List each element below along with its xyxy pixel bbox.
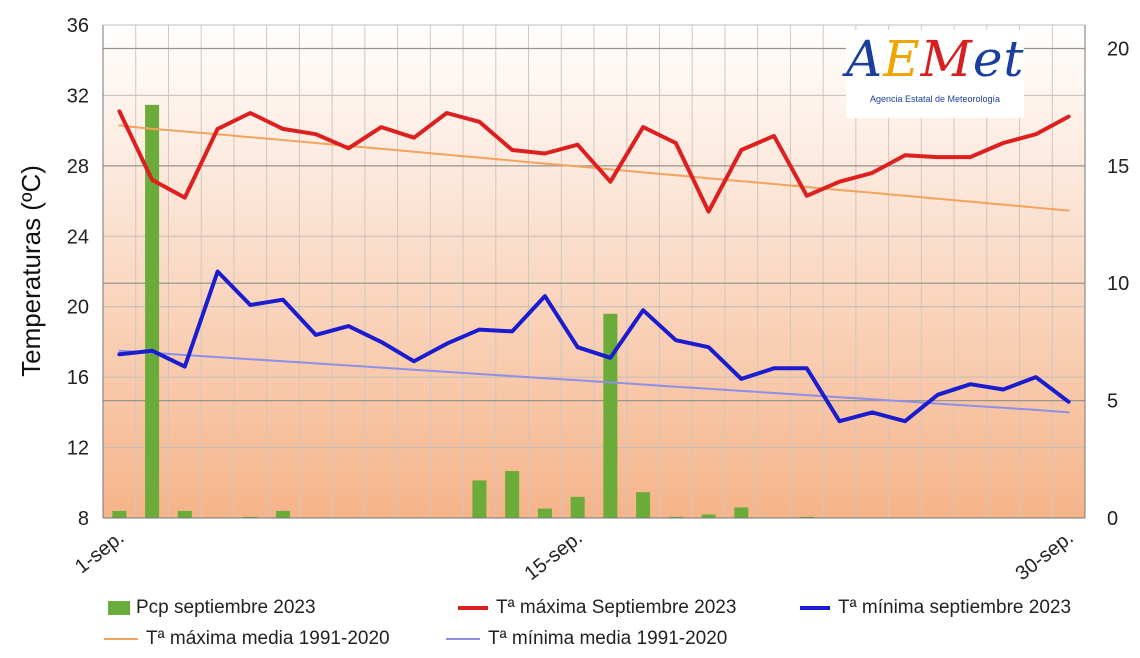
precipitation-bar [145, 104, 160, 519]
tmax-mean-line [118, 124, 1070, 212]
precipitation-bar [734, 507, 749, 518]
x-tick-label: 15-sep. [521, 527, 587, 585]
precipitation-bar [505, 471, 520, 518]
y-tick-label-left: 8 [78, 508, 89, 530]
x-tick-label: 1-sep. [71, 527, 128, 579]
legend-tmax-mean-label: Tª máxima media 1991-2020 [146, 628, 390, 649]
y-tick-label-right: 0 [1107, 508, 1118, 530]
legend-pcp-swatch [108, 601, 130, 615]
y-tick-label-left: 12 [67, 438, 89, 460]
y-tick-label-right: 20 [1107, 38, 1129, 60]
aemet-logo: AEMet Agencia Estatal de Meteorología [846, 30, 1024, 118]
legend-tmin-label: Tª mínima septiembre 2023 [838, 597, 1072, 618]
temperature-lines [117, 109, 1071, 424]
legend-tmin-mean-swatch [446, 638, 480, 640]
y-tick-label-left: 20 [67, 297, 89, 319]
legend-pcp-label: Pcp septiembre 2023 [136, 597, 316, 618]
aemet-logo-subtitle: Agencia Estatal de Meteorología [869, 94, 1001, 104]
precipitation-bar [570, 496, 585, 518]
precipitation-bar [668, 516, 683, 518]
precipitation-bar [799, 516, 814, 518]
legend-tmax-swatch [458, 606, 488, 610]
y-tick-label-left: 36 [67, 15, 89, 37]
legend-tmax: Tª máxima Septiembre 2023 [458, 597, 736, 619]
precipitation-bar [636, 492, 651, 518]
y-tick-label-right: 5 [1107, 391, 1118, 413]
tmin-line [117, 269, 1071, 424]
precipitation-bar [243, 516, 258, 518]
precipitation-bar [603, 313, 618, 518]
aemet-logo-wordmark: AEMet [846, 30, 1025, 88]
legend-tmin-mean: Tª mínima media 1991-2020 [446, 628, 727, 650]
precipitation-bar [177, 510, 192, 518]
x-tick-label: 30-sep. [1012, 527, 1078, 585]
y-tick-label-left: 32 [67, 85, 89, 107]
legend-tmax-mean: Tª máxima media 1991-2020 [104, 628, 390, 650]
legend-tmin-swatch [800, 606, 830, 610]
precipitation-bar [276, 510, 291, 518]
y-tick-label-left: 24 [67, 226, 89, 248]
legend-tmin-mean-label: Tª mínima media 1991-2020 [488, 628, 728, 649]
precipitation-bar [537, 508, 552, 518]
precipitation-bar [112, 510, 127, 518]
tmax-line [117, 109, 1071, 214]
legend-tmax-mean-swatch [104, 638, 138, 640]
precipitation-bar [701, 514, 716, 518]
y-tick-label-right: 10 [1107, 273, 1129, 295]
y-tick-label-left: 16 [67, 367, 89, 389]
legend-pcp: Pcp septiembre 2023 [108, 597, 316, 619]
legend-tmax-label: Tª máxima Septiembre 2023 [496, 597, 737, 618]
precipitation-bar [472, 480, 487, 518]
y-tick-label-left: 28 [67, 156, 89, 178]
y-axis-label: Temperaturas (ºC) [16, 165, 46, 377]
precipitation-bars [112, 104, 814, 519]
y-tick-label-right: 15 [1107, 156, 1129, 178]
legend-tmin: Tª mínima septiembre 2023 [800, 597, 1071, 619]
tmin-mean-line [118, 349, 1070, 414]
